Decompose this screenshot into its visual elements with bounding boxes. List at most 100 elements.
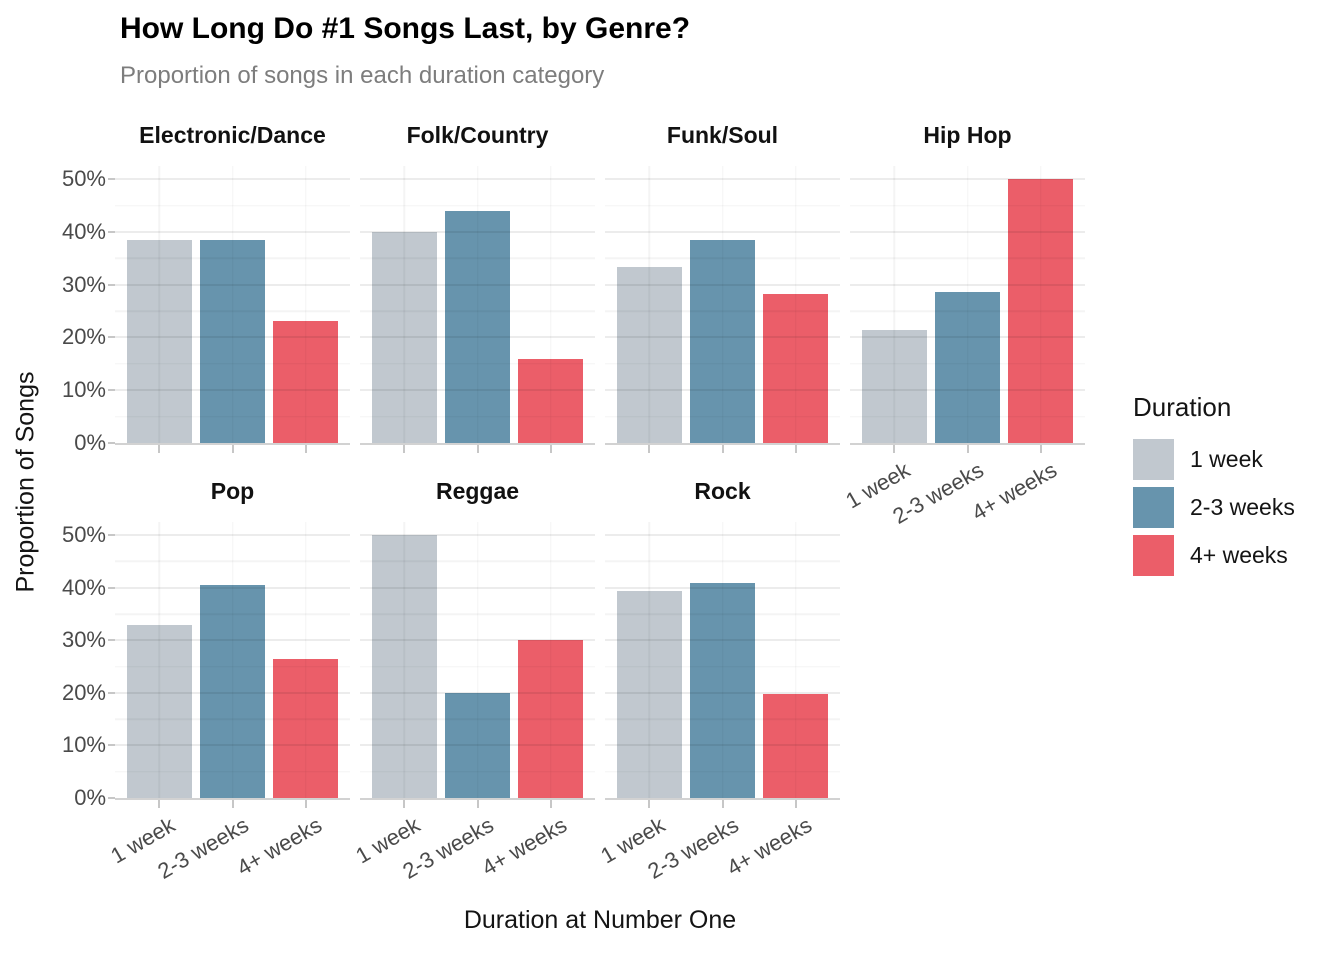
y-tick-mark xyxy=(108,178,115,181)
x-tick-mark xyxy=(794,445,797,453)
bar-hip-hop-1-week xyxy=(861,330,927,443)
gridline-h xyxy=(115,178,350,181)
gridline-h xyxy=(605,204,840,207)
x-tick-mark xyxy=(158,445,161,453)
y-tick-label: 30% xyxy=(61,271,106,297)
bar-pop-1-week xyxy=(126,624,192,798)
x-tick-mark xyxy=(231,800,234,808)
y-tick-mark xyxy=(108,230,115,233)
bar-reggae-2-3-weeks xyxy=(445,692,510,798)
legend-label: 4+ weeks xyxy=(1190,542,1288,568)
x-tick-mark xyxy=(304,445,307,453)
bar-pop-4-weeks xyxy=(273,658,339,798)
facet-title-reggae: Reggae xyxy=(435,478,520,504)
x-tick-label: 4+ weeks xyxy=(477,812,572,881)
bar-funk-soul-2-3-weeks xyxy=(690,239,755,443)
bar-funk-soul-4-weeks xyxy=(763,294,829,443)
legend-title: Duration xyxy=(1133,392,1232,422)
x-tick-mark xyxy=(893,445,896,453)
y-tick-label: 10% xyxy=(61,377,106,403)
legend-item: 1 week xyxy=(1133,439,1295,480)
x-tick-mark xyxy=(794,800,797,808)
bar-electronic-dance-2-3-weeks xyxy=(200,239,265,443)
y-tick-label: 0% xyxy=(74,785,106,810)
chart-subtitle: Proportion of songs in each duration cat… xyxy=(120,62,605,89)
bar-electronic-dance-1-week xyxy=(126,239,192,443)
legend: Duration 1 week 2-3 weeks 4+ weeks xyxy=(1133,392,1295,583)
y-axis-title: Proportion of Songs xyxy=(11,371,40,593)
bar-electronic-dance-4-weeks xyxy=(273,321,339,443)
gridline-h xyxy=(115,560,350,563)
facet-panel-hip-hop xyxy=(850,166,1085,445)
gridline-h xyxy=(605,178,840,181)
x-tick-mark xyxy=(648,445,651,453)
y-tick-label: 50% xyxy=(61,522,106,548)
y-tick-mark xyxy=(108,389,115,392)
y-tick-mark xyxy=(108,744,115,747)
y-tick-label: 20% xyxy=(61,324,106,350)
x-tick-mark xyxy=(549,800,552,808)
legend-swatch-1-week xyxy=(1133,439,1174,480)
y-tick-label: 40% xyxy=(61,218,106,244)
facet-title-folk-country: Folk/Country xyxy=(406,122,549,148)
x-tick-label: 4+ weeks xyxy=(232,812,327,881)
gridline-h xyxy=(115,204,350,207)
y-tick-mark xyxy=(108,586,115,589)
y-tick-label: 30% xyxy=(61,627,106,653)
y-tick-mark xyxy=(108,442,115,444)
bar-rock-4-weeks xyxy=(763,694,829,798)
facet-panel-electronic-dance xyxy=(115,166,350,445)
bar-folk-country-1-week xyxy=(371,231,437,443)
bar-reggae-4-weeks xyxy=(518,640,584,798)
y-tick-mark xyxy=(108,283,115,286)
facet-title-electronic-dance: Electronic/Dance xyxy=(139,122,326,148)
x-tick-mark xyxy=(403,800,406,808)
x-tick-label: 4+ weeks xyxy=(967,457,1062,526)
x-tick-mark xyxy=(158,800,161,808)
facet-panel-folk-country xyxy=(360,166,595,445)
facet-panel-funk-soul xyxy=(605,166,840,445)
y-tick-label: 0% xyxy=(74,430,106,455)
legend-item: 2-3 weeks xyxy=(1133,487,1295,528)
y-tick-label: 50% xyxy=(61,166,106,192)
x-tick-mark xyxy=(648,800,651,808)
legend-swatch-2-3-weeks xyxy=(1133,487,1174,528)
x-axis-title: Duration at Number One xyxy=(463,906,737,934)
facet-title-rock: Rock xyxy=(694,478,751,504)
bar-hip-hop-2-3-weeks xyxy=(935,292,1000,443)
facet-panel-rock xyxy=(605,522,840,800)
y-tick-mark xyxy=(108,639,115,642)
bar-folk-country-4-weeks xyxy=(518,358,584,443)
x-tick-mark xyxy=(304,800,307,808)
gridline-h xyxy=(605,230,840,233)
facet-title-pop: Pop xyxy=(210,478,255,504)
x-tick-mark xyxy=(403,445,406,453)
gridline-h xyxy=(605,534,840,537)
y-tick-mark xyxy=(108,336,115,339)
bar-pop-2-3-weeks xyxy=(200,585,265,798)
legend-label: 1 week xyxy=(1190,446,1263,472)
bar-hip-hop-4-weeks xyxy=(1008,179,1074,443)
bar-funk-soul-1-week xyxy=(616,267,682,443)
y-tick-label: 20% xyxy=(61,679,106,705)
y-tick-mark xyxy=(108,797,115,799)
chart-title: How Long Do #1 Songs Last, by Genre? xyxy=(120,12,691,45)
x-tick-mark xyxy=(721,445,724,453)
y-tick-label: 10% xyxy=(61,732,106,758)
facet-panel-pop xyxy=(115,522,350,800)
x-tick-mark xyxy=(476,800,479,808)
bar-rock-1-week xyxy=(616,590,682,798)
x-tick-mark xyxy=(549,445,552,453)
legend-label: 2-3 weeks xyxy=(1190,494,1295,520)
gridline-h xyxy=(605,560,840,563)
legend-swatch-4-plus-weeks xyxy=(1133,535,1174,576)
bar-rock-2-3-weeks xyxy=(690,582,755,798)
facet-panel-reggae xyxy=(360,522,595,800)
y-tick-mark xyxy=(108,691,115,694)
x-tick-mark xyxy=(476,445,479,453)
x-tick-mark xyxy=(721,800,724,808)
y-tick-mark xyxy=(108,534,115,537)
legend-item: 4+ weeks xyxy=(1133,535,1295,576)
x-tick-mark xyxy=(1039,445,1042,453)
